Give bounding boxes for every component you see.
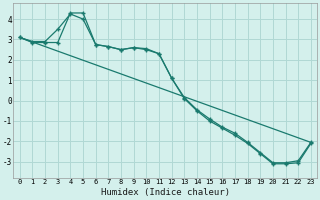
X-axis label: Humidex (Indice chaleur): Humidex (Indice chaleur) — [101, 188, 230, 197]
